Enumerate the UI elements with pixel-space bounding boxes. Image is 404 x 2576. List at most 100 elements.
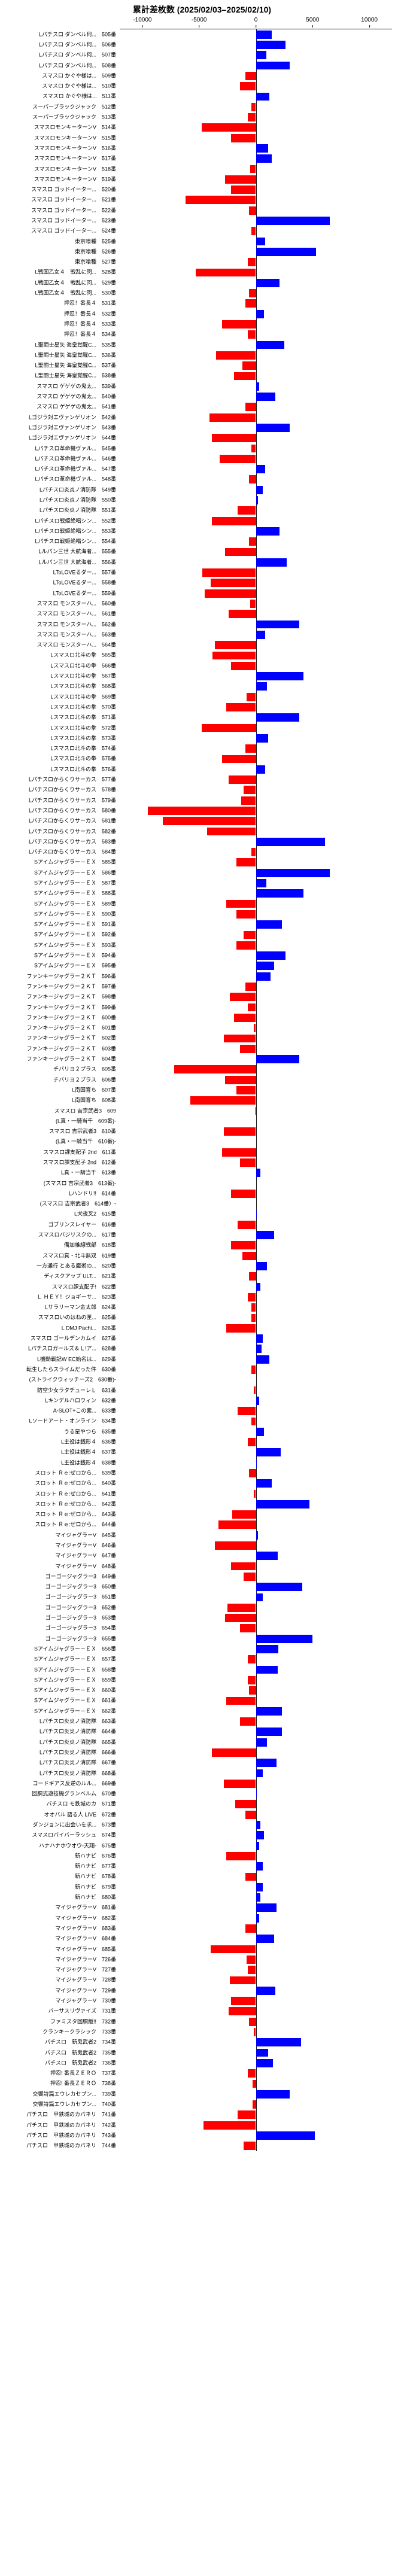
bar bbox=[254, 1024, 256, 1032]
data-row: ゴーゴージャグラー3 655番 bbox=[120, 1634, 392, 1644]
row-label: マイジャグラーV 684番 bbox=[55, 1936, 116, 1942]
row-label: Lスマスロ北斗の拳 570番 bbox=[50, 704, 116, 710]
data-row: ファンキージャグラー２ＫＴ 602番 bbox=[120, 1033, 392, 1044]
data-row: L戦国乙女４ 戦乱に閃... 528番 bbox=[120, 267, 392, 278]
data-row: チバリヨ２プラス 606番 bbox=[120, 1075, 392, 1085]
data-row: L聖闘士星矢 海皇覚醒C... 536番 bbox=[120, 350, 392, 360]
row-label: L聖闘士星矢 海皇覚醒C... 538番 bbox=[35, 373, 116, 379]
row-label: Sアイムジャグラー－ＥＸ 660番 bbox=[34, 1688, 116, 1693]
row-label: Lハンドリ!! 614番 bbox=[69, 1191, 116, 1196]
row-label: 押忍！番長４ 532番 bbox=[64, 311, 116, 317]
data-row: スマスロ ゴッドイーター... 522番 bbox=[120, 205, 392, 215]
row-label: 東京喰種 525番 bbox=[75, 239, 116, 244]
data-row: Lゴジラ対エヴァンゲリオン 542番 bbox=[120, 412, 392, 422]
bar bbox=[251, 1365, 256, 1374]
row-label: A-SLOT+この素... 633番 bbox=[53, 1409, 116, 1414]
data-row: マイジャグラーV 726番 bbox=[120, 1954, 392, 1964]
bar bbox=[241, 796, 256, 805]
data-row: ファンキージャグラー２ＫＴ 597番 bbox=[120, 981, 392, 992]
data-row: スマスロ ゴッドイーター... 520番 bbox=[120, 184, 392, 194]
data-row: スマスロ かぐや様は... 509番 bbox=[120, 71, 392, 81]
data-row: スマスロ ゴールデンカムイ 627番 bbox=[120, 1333, 392, 1343]
data-row: Sアイムジャグラー－ＥＸ 656番 bbox=[120, 1644, 392, 1654]
row-label: マイジャグラーV 682番 bbox=[55, 1915, 116, 1921]
bar bbox=[256, 41, 285, 49]
bar bbox=[256, 279, 280, 287]
data-row: Lスマスロ北斗の拳 565番 bbox=[120, 650, 392, 661]
row-label: チバリヨ２プラス 606番 bbox=[53, 1077, 116, 1082]
data-row: スロット Ｒｅ:ぜロから... 639番 bbox=[120, 1468, 392, 1478]
row-label: 交響詩篇エウレカセブン... 739番 bbox=[32, 2091, 116, 2097]
bar bbox=[245, 72, 256, 80]
row-label: L戦国乙女４ 戦乱に閃... 530番 bbox=[35, 291, 116, 296]
bar bbox=[256, 1666, 278, 1674]
row-label: 押忍! 番長ＺＥＲＯ 738番 bbox=[50, 2081, 116, 2087]
row-label: スロット Ｒｅ:ぜロから... 643番 bbox=[35, 1512, 116, 1517]
bar bbox=[244, 786, 256, 794]
data-row: Lスマスロ北斗の拳 573番 bbox=[120, 733, 392, 743]
data-row: (L真・一騎当千 609番)- bbox=[120, 1116, 392, 1126]
row-label: L犬夜叉2 615番 bbox=[74, 1212, 116, 1217]
row-label: ファンキージャグラー２ＫＴ 598番 bbox=[27, 994, 116, 1000]
data-row: (L真・一騎当千 610番)- bbox=[120, 1137, 392, 1147]
data-row: スマスロ ゴッドイーター... 523番 bbox=[120, 215, 392, 226]
row-label: (ストライクウィッチーズ2 630番)- bbox=[29, 1377, 116, 1383]
data-row: ファンキージャグラー２ＫＴ 596番 bbox=[120, 971, 392, 981]
bar bbox=[254, 2028, 256, 2036]
row-label: (スマスロ 吉宗武者3 613番)- bbox=[44, 1181, 116, 1186]
bar bbox=[231, 1241, 256, 1249]
bar bbox=[212, 517, 256, 525]
row-label: Lパチスロ ダンベル何... 505番 bbox=[39, 32, 116, 37]
bar bbox=[256, 424, 290, 432]
bar bbox=[255, 1107, 256, 1115]
bar bbox=[218, 1520, 256, 1529]
row-label: ファンキージャグラー２ＫＴ 597番 bbox=[27, 984, 116, 989]
data-row: Lスマスロ北斗の拳 572番 bbox=[120, 723, 392, 733]
bar bbox=[256, 972, 271, 981]
bar bbox=[256, 1055, 299, 1063]
bar bbox=[238, 506, 256, 515]
data-row: コードギアス反逆のルル... 669番 bbox=[120, 1778, 392, 1789]
data-row: Lパチスロ ダンベル何... 506番 bbox=[120, 39, 392, 50]
data-row: スロット Ｒｅ:ぜロから... 642番 bbox=[120, 1499, 392, 1509]
data-row: パチスロ 甲鉄城のカバネリ 741番 bbox=[120, 2110, 392, 2120]
row-label: 新ハナビ 680番 bbox=[75, 1895, 116, 1900]
data-row: Lルパン三世 大航海者... 556番 bbox=[120, 557, 392, 567]
chart-wrap: 累計差枚数 (2025/02/03–2025/02/10) -10000-500… bbox=[0, 0, 404, 2163]
row-label: Lパチスロ炎炎ノ消防隊 666番 bbox=[40, 1750, 116, 1755]
row-label: Lゴジラ対エヴァンゲリオン 542番 bbox=[29, 415, 116, 420]
row-label: LToLOVEるダー... 557番 bbox=[53, 570, 116, 576]
data-row: ファンキージャグラー２ＫＴ 604番 bbox=[120, 1054, 392, 1064]
bar bbox=[216, 351, 256, 360]
row-label: Lパチスロからくりサーカス 579番 bbox=[29, 798, 116, 803]
row-label: Sアイムジャグラー－ＥＸ 590番 bbox=[34, 911, 116, 917]
bar bbox=[212, 434, 256, 442]
bar bbox=[256, 879, 266, 887]
row-label: Sアイムジャグラー－ＥＸ 595番 bbox=[34, 963, 116, 969]
data-row: ダンジョンに出会いを求... 673番 bbox=[120, 1820, 392, 1830]
data-row: ゴーゴージャグラー3 652番 bbox=[120, 1602, 392, 1613]
bar bbox=[202, 724, 256, 732]
row-label: Lパチスロ炎炎ノ消防隊 663番 bbox=[40, 1719, 116, 1725]
row-label: ファミスタ回胴版!! 732番 bbox=[50, 2019, 116, 2024]
row-label: マイジャグラーV 726番 bbox=[55, 1957, 116, 1962]
data-row: Lパチスロ ダンベル何... 508番 bbox=[120, 60, 392, 71]
row-label: Lパチスロ革命機ヴァル... 546番 bbox=[35, 456, 116, 461]
data-row: マイジャグラーV 646番 bbox=[120, 1540, 392, 1550]
data-row: Lスマスロ北斗の拳 571番 bbox=[120, 713, 392, 723]
data-row: L南国育ち 607番 bbox=[120, 1085, 392, 1095]
data-row: パチスロ 新鬼武者2 735番 bbox=[120, 2048, 392, 2058]
data-row: 東京喰種 527番 bbox=[120, 257, 392, 267]
row-label: (L真・一騎当千 610番)- bbox=[56, 1139, 116, 1145]
row-label: スマスロ ゴッドイーター... 522番 bbox=[31, 208, 116, 213]
data-row: スマスロ モンスターハ... 563番 bbox=[120, 629, 392, 640]
row-label: スマスロ 吉宗武者3 609 bbox=[54, 1108, 116, 1114]
row-label: Sアイムジャグラー－ＥＸ 661番 bbox=[34, 1698, 116, 1704]
row-label: 押忍！番長４ 531番 bbox=[64, 301, 116, 306]
bar bbox=[249, 1469, 256, 1477]
row-label: スマスロモンキーターンV 516番 bbox=[34, 145, 116, 151]
row-label: 一方通行 とある魔術の... 620番 bbox=[37, 1263, 116, 1269]
bar bbox=[256, 1893, 261, 1902]
bar bbox=[253, 2100, 256, 2109]
data-row: Sアイムジャグラー－ＥＸ 657番 bbox=[120, 1655, 392, 1665]
